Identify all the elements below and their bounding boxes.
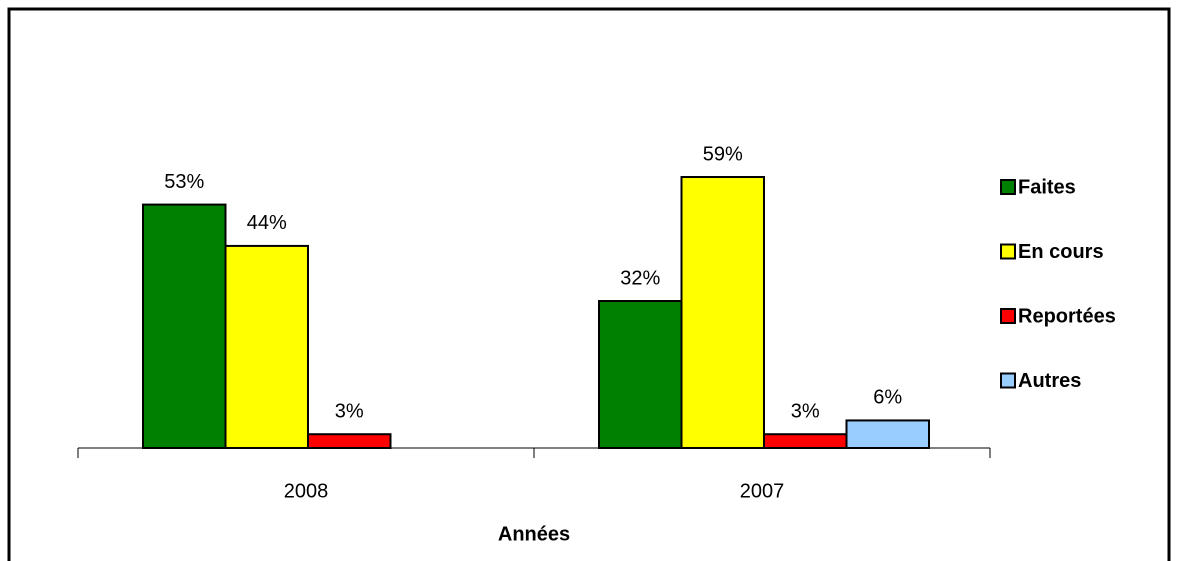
bar (307, 433, 392, 450)
value-label: 32% (620, 267, 660, 289)
bar (598, 300, 683, 449)
legend-swatch (1000, 308, 1016, 324)
value-label: 3% (335, 401, 364, 423)
value-label: 6% (873, 387, 902, 409)
value-label: 59% (703, 143, 743, 165)
legend-label: Autres (1018, 370, 1081, 392)
value-label: 53% (164, 171, 204, 193)
x-tick-label: 2007 (740, 480, 785, 502)
value-label: 3% (791, 401, 820, 423)
legend-swatch (1000, 372, 1016, 389)
bar (763, 433, 848, 450)
bar (142, 203, 227, 449)
x-axis-title: Années (498, 523, 570, 545)
bar (224, 244, 309, 449)
value-label: 44% (247, 212, 287, 234)
x-tick-label: 2008 (284, 480, 329, 502)
legend-label: En cours (1018, 241, 1104, 263)
bar (680, 176, 765, 449)
legend-label: Faites (1018, 176, 1076, 198)
legend-swatch (1000, 179, 1016, 195)
legend-swatch (1000, 243, 1016, 260)
legend-label: Reportées (1018, 305, 1116, 327)
bar (845, 419, 930, 450)
